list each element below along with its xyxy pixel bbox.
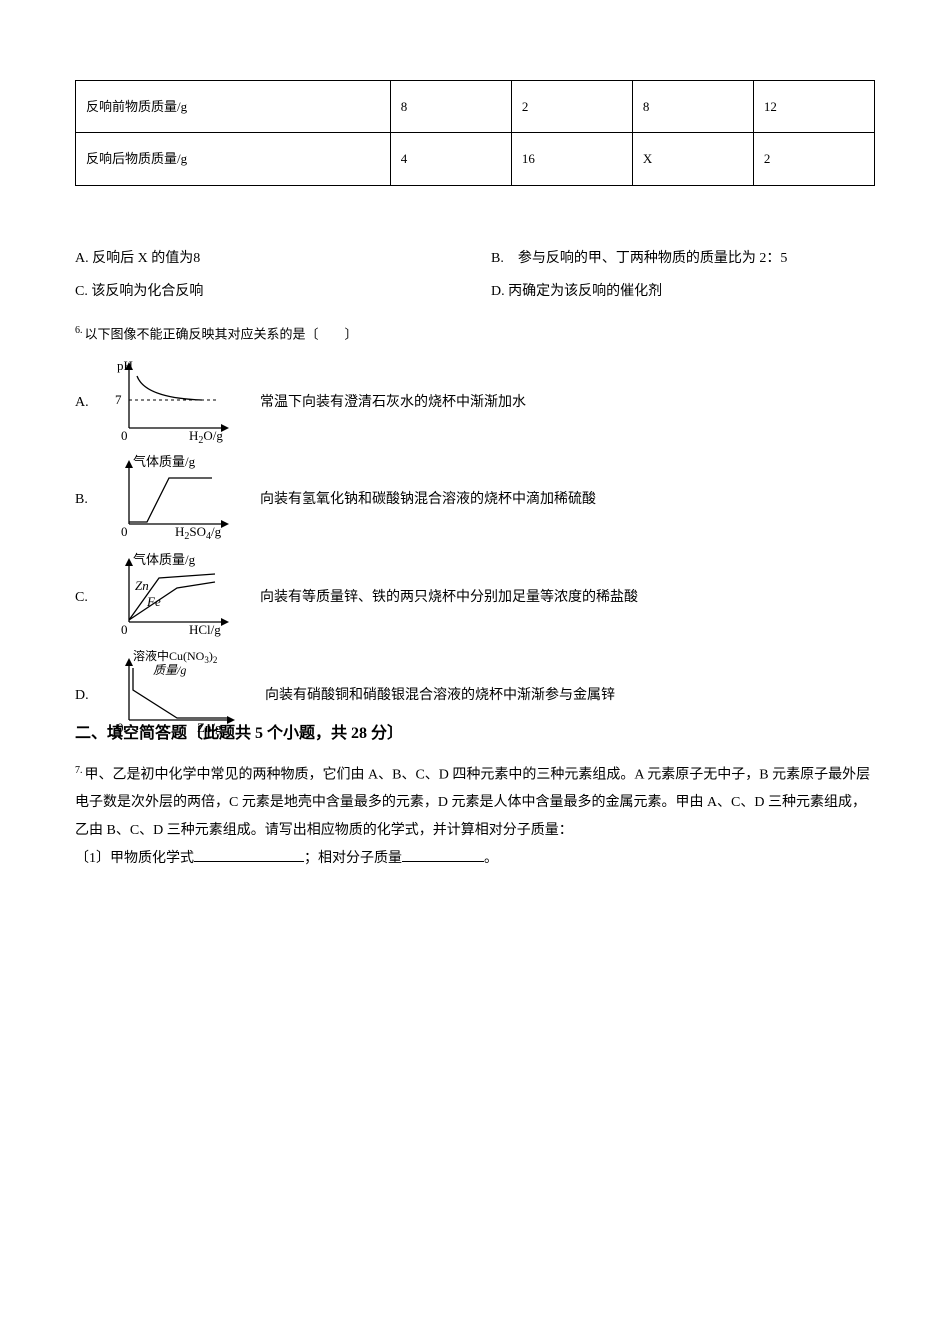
- section-2-header: 二、填空简答题〔此题共 5 个小题，共 28 分〕: [75, 720, 875, 749]
- cell: X: [632, 133, 753, 185]
- option-d-text: 丙确定为该反响的催化剂: [508, 284, 662, 299]
- blank-1: [194, 848, 304, 862]
- chart-a-desc: 常温下向装有澄清石灰水的烧杯中渐渐加水: [260, 390, 526, 415]
- cell: 4: [390, 133, 511, 185]
- chart-b-desc: 向装有氢氧化钠和碳酸钠混合溶液的烧杯中滴加稀硫酸: [260, 487, 596, 512]
- svg-text:H2SO4/g: H2SO4/g: [175, 524, 222, 542]
- svg-text:Zn: Zn: [135, 578, 149, 593]
- option-b: B. 参与反响的甲、丁两种物质的质量比为 2：5: [491, 246, 875, 271]
- option-d: D. 丙确定为该反响的催化剂: [491, 279, 875, 304]
- option-a-text: 反响后 X 的值为8: [92, 251, 200, 266]
- chart-c-desc: 向装有等质量锌、铁的两只烧杯中分别加足量等浓度的稀盐酸: [260, 585, 638, 610]
- svg-text:H2O/g: H2O/g: [189, 428, 223, 446]
- q7-sub1-pre: 〔1〕甲物质化学式: [75, 851, 194, 866]
- q7-sub1-end: 。: [484, 851, 498, 866]
- svg-text:0: 0: [121, 428, 128, 443]
- q7-text: 甲、乙是初中化学中常见的两种物质，它们由 A、B、C、D 四种元素中的三种元素组…: [75, 767, 870, 838]
- svg-text:pH: pH: [117, 358, 133, 373]
- options-row-1: A. 反响后 X 的值为8 B. 参与反响的甲、丁两种物质的质量比为 2：5: [75, 246, 875, 271]
- svg-text:HCl/g: HCl/g: [189, 622, 221, 637]
- svg-text:气体质量/g: 气体质量/g: [133, 552, 196, 567]
- chart-item-c: C. 气体质量/g Zn Fe 0 HCl/g 向装有等质量锌、铁的两只烧杯中分…: [75, 552, 875, 644]
- q7-number: 7.: [75, 765, 83, 776]
- option-c: C. 该反响为化合反响: [75, 279, 491, 304]
- cell: 2: [511, 81, 632, 133]
- q6-intro-text: 以下图像不能正确反映其对应关系的是〔 〕: [85, 326, 358, 341]
- cell: 16: [511, 133, 632, 185]
- chart-item-b: B. 气体质量/g 0 H2SO4/g 向装有氢氧化钠和碳酸钠混合溶液的烧杯中滴…: [75, 454, 875, 546]
- q7-sub1: 〔1〕甲物质化学式 ；相对分子质量 。: [75, 845, 875, 873]
- chart-label-c: C.: [75, 585, 97, 610]
- q6-number: 6.: [75, 325, 83, 336]
- option-c-text: 该反响为化合反响: [91, 284, 203, 299]
- q7-body: 7.甲、乙是初中化学中常见的两种物质，它们由 A、B、C、D 四种元素中的三种元…: [75, 761, 875, 846]
- svg-text:Fe: Fe: [146, 594, 161, 609]
- svg-text:质量/g: 质量/g: [153, 663, 186, 677]
- cell: 8: [632, 81, 753, 133]
- svg-text:0: 0: [121, 524, 128, 539]
- cell: 12: [753, 81, 874, 133]
- cell: 2: [753, 133, 874, 185]
- chart-b-svg: 气体质量/g 0 H2SO4/g: [97, 454, 242, 546]
- svg-text:0: 0: [121, 622, 128, 637]
- q6-intro: 6.以下图像不能正确反映其对应关系的是〔 〕: [75, 322, 875, 346]
- blank-2: [402, 848, 484, 862]
- chart-label-a: A.: [75, 390, 97, 415]
- option-b-text: 参与反响的甲、丁两种物质的质量比为 2：5: [518, 251, 788, 266]
- svg-text:7: 7: [115, 392, 122, 407]
- table-row: 反响前物质质量/g 8 2 8 12: [76, 81, 875, 133]
- chart-item-a: A. pH 7 0 H2O/g 常温下向装有澄清石灰水的烧杯中渐渐加水: [75, 358, 875, 448]
- chart-label-d: D.: [75, 683, 97, 708]
- cell: 8: [390, 81, 511, 133]
- svg-text:气体质量/g: 气体质量/g: [133, 454, 196, 469]
- chart-c-svg: 气体质量/g Zn Fe 0 HCl/g: [97, 552, 242, 644]
- row-label: 反响后物质质量/g: [76, 133, 391, 185]
- mass-table: 反响前物质质量/g 8 2 8 12 反响后物质质量/g 4 16 X 2: [75, 80, 875, 186]
- q7-sub1-mid: ；相对分子质量: [304, 851, 402, 866]
- options-row-2: C. 该反响为化合反响 D. 丙确定为该反响的催化剂: [75, 279, 875, 304]
- chart-d-desc: 向装有硝酸铜和硝酸银混合溶液的烧杯中渐渐参与金属锌: [265, 683, 615, 708]
- option-a: A. 反响后 X 的值为8: [75, 246, 491, 271]
- row-label: 反响前物质质量/g: [76, 81, 391, 133]
- chart-label-b: B.: [75, 487, 97, 512]
- table-row: 反响后物质质量/g 4 16 X 2: [76, 133, 875, 185]
- chart-a-svg: pH 7 0 H2O/g: [97, 358, 242, 448]
